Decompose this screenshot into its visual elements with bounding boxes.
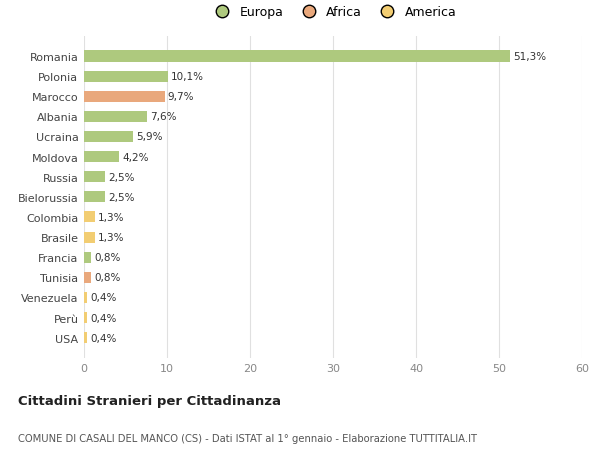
- Text: 10,1%: 10,1%: [171, 72, 204, 82]
- Text: 2,5%: 2,5%: [108, 192, 134, 202]
- Bar: [84, 172, 105, 183]
- Text: 0,8%: 0,8%: [94, 273, 121, 283]
- Text: 51,3%: 51,3%: [513, 52, 546, 62]
- Text: 7,6%: 7,6%: [151, 112, 177, 122]
- Bar: [84, 151, 119, 163]
- Bar: [84, 192, 105, 203]
- Bar: [84, 132, 133, 143]
- Text: 0,8%: 0,8%: [94, 252, 121, 263]
- Text: 5,9%: 5,9%: [136, 132, 163, 142]
- Legend: Europa, Africa, America: Europa, Africa, America: [205, 1, 461, 24]
- Text: 4,2%: 4,2%: [122, 152, 149, 162]
- Text: 0,4%: 0,4%: [91, 333, 117, 343]
- Bar: [84, 312, 88, 323]
- Bar: [84, 232, 95, 243]
- Bar: [84, 292, 88, 303]
- Text: 0,4%: 0,4%: [91, 313, 117, 323]
- Text: COMUNE DI CASALI DEL MANCO (CS) - Dati ISTAT al 1° gennaio - Elaborazione TUTTIT: COMUNE DI CASALI DEL MANCO (CS) - Dati I…: [18, 433, 477, 442]
- Text: 2,5%: 2,5%: [108, 172, 134, 182]
- Bar: [84, 332, 88, 343]
- Text: 0,4%: 0,4%: [91, 293, 117, 303]
- Text: Cittadini Stranieri per Cittadinanza: Cittadini Stranieri per Cittadinanza: [18, 394, 281, 407]
- Bar: [84, 72, 168, 83]
- Bar: [84, 252, 91, 263]
- Bar: [84, 91, 164, 102]
- Bar: [84, 112, 147, 123]
- Bar: [84, 212, 95, 223]
- Bar: [84, 51, 510, 62]
- Text: 1,3%: 1,3%: [98, 213, 125, 223]
- Bar: [84, 272, 91, 283]
- Text: 1,3%: 1,3%: [98, 233, 125, 242]
- Text: 9,7%: 9,7%: [168, 92, 194, 102]
